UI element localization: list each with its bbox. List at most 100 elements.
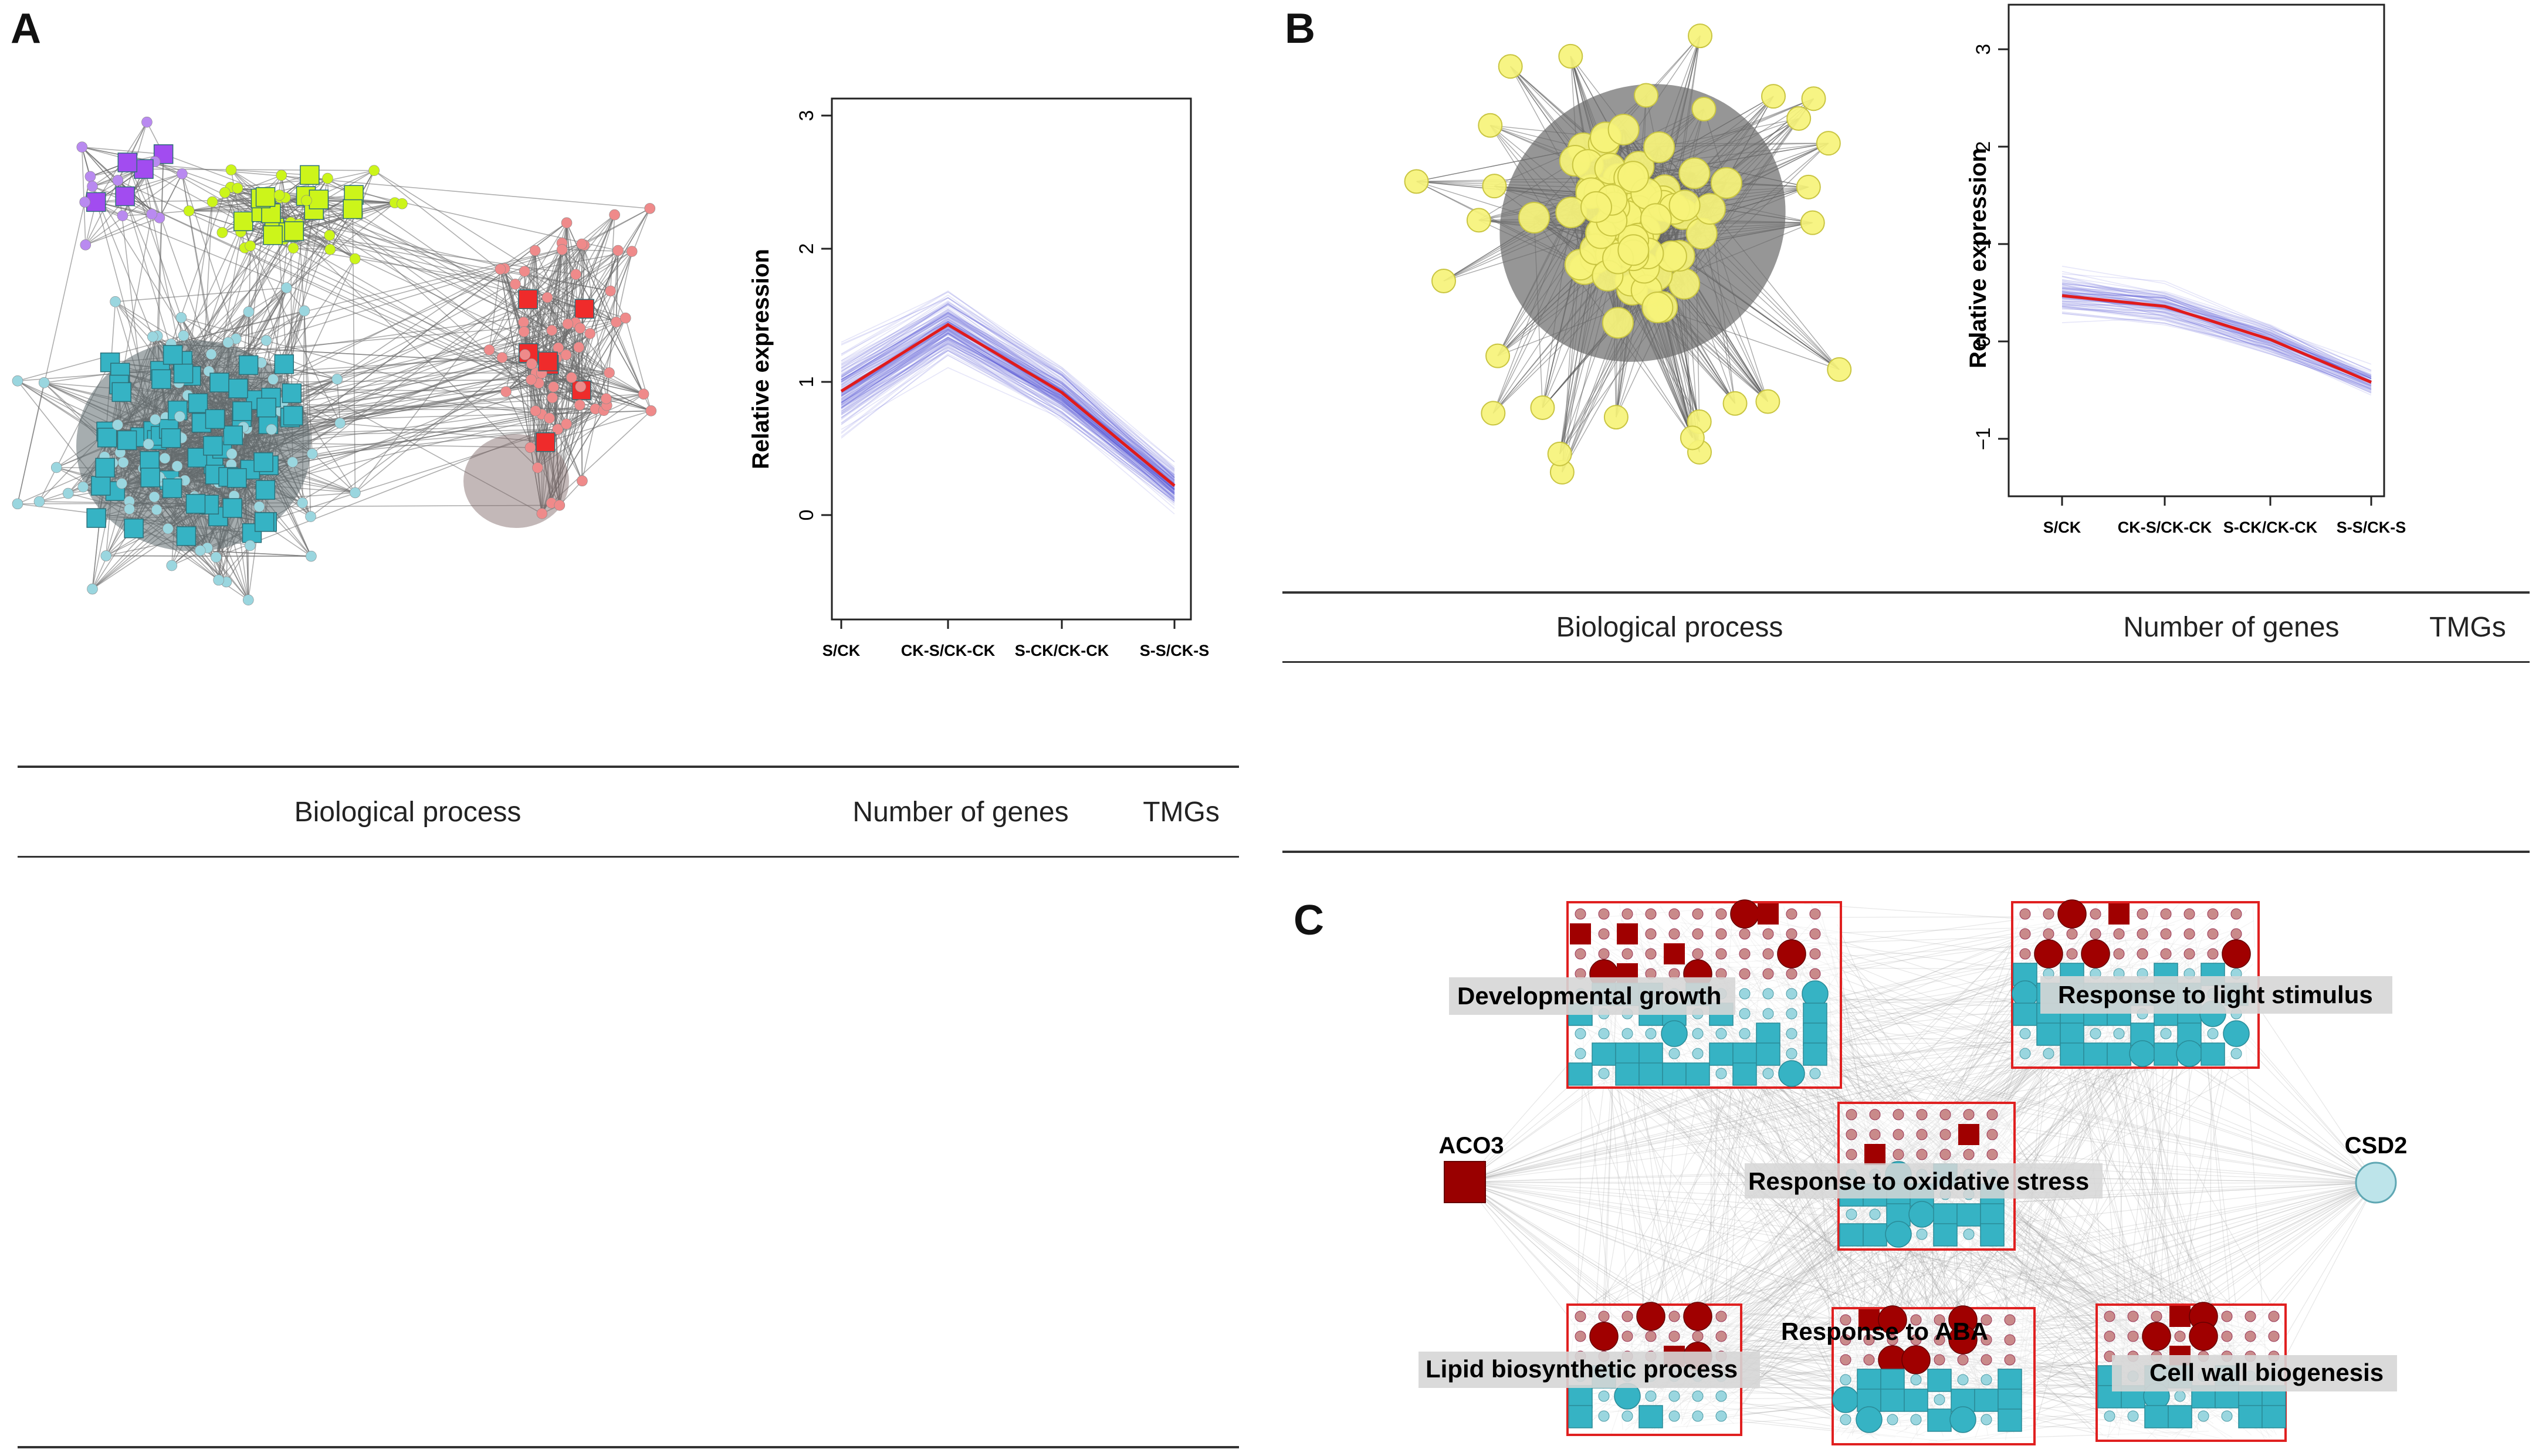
chart-a-profile <box>841 342 1175 494</box>
chart-b-profile <box>2061 302 2372 390</box>
chart-a-profile <box>841 337 1175 498</box>
table-a-cell-process <box>18 931 798 968</box>
chart-a-profile <box>841 343 1175 504</box>
chart-a-profile <box>841 291 1175 463</box>
table-a-row <box>18 895 1239 932</box>
table-a-cell-process <box>18 1373 798 1410</box>
chart-b-profile <box>2061 293 2372 378</box>
chart-a-profile <box>841 330 1175 501</box>
table-a-cell-genes <box>798 1225 1123 1262</box>
chart-b-profile <box>2061 275 2372 381</box>
table-a-cell-tmgs <box>1123 857 1239 895</box>
table-a-cell-genes <box>798 1299 1123 1336</box>
chart-a-profile <box>841 336 1175 491</box>
chart-b-profile <box>2061 298 2372 391</box>
table-a-row <box>18 1373 1239 1410</box>
chart-a-profile <box>841 329 1175 495</box>
table-a-cell-process <box>18 1005 798 1042</box>
chart-a-profile <box>841 338 1175 496</box>
table-a-row <box>18 1005 1239 1042</box>
chart-b-profile <box>2061 286 2372 382</box>
chart-b-profile <box>2061 288 2372 372</box>
chart-a-profile <box>841 303 1175 470</box>
chart-a-ylabel: Relative expression <box>748 249 774 469</box>
table-a-cell-process <box>18 1336 798 1373</box>
chart-b-profile <box>2061 291 2372 386</box>
chart-a-profile <box>841 332 1175 480</box>
chart-b-profile <box>2061 279 2372 380</box>
chart-b-ytick: −1 <box>1972 428 1995 451</box>
table-a-cell-tmgs <box>1123 1115 1239 1152</box>
chart-b-profile <box>2061 276 2372 375</box>
chart-a-profile <box>841 343 1175 491</box>
table-b-header-genes: Number of genes <box>2057 592 2406 663</box>
chart-b-profile <box>2061 306 2372 392</box>
table-a-cell-tmgs <box>1123 968 1239 1005</box>
module-label-light-stimulus: Response to light stimulus <box>2058 981 2373 1008</box>
chart-a-profile <box>841 322 1175 481</box>
chart-a-profile <box>841 350 1175 497</box>
chart-a-profile <box>841 347 1175 502</box>
table-a-row <box>18 857 1239 895</box>
aco3-label: ACO3 <box>1438 1133 1504 1159</box>
chart-b-ytick: 1 <box>1972 239 1995 250</box>
chart-a-profile <box>841 311 1175 482</box>
table-a-cell-genes <box>798 931 1123 968</box>
chart-b-profile <box>2061 293 2372 384</box>
table-a-cell-genes <box>798 1336 1123 1373</box>
table-a-cell-tmgs <box>1123 1152 1239 1189</box>
chart-a-profile <box>841 330 1175 490</box>
chart-a-profile <box>841 329 1175 488</box>
chart-b-profile <box>2061 283 2372 384</box>
chart-a-profile <box>841 313 1175 480</box>
chart-a-profile <box>841 330 1175 487</box>
chart-b-mean-line <box>2061 294 2372 384</box>
chart-a-profile <box>841 337 1175 490</box>
chart-a-profile <box>841 346 1175 500</box>
chart-a-profile <box>841 314 1175 476</box>
chart-a-profile <box>841 338 1175 491</box>
chart-a-ytick: 2 <box>795 243 818 255</box>
chart-a-profile <box>841 354 1175 495</box>
module-labels: Developmental growth Response to light s… <box>1419 976 2397 1391</box>
chart-a-profile <box>841 309 1175 475</box>
chart-a-profile <box>841 338 1175 491</box>
chart-a-profile <box>841 301 1175 478</box>
table-a-cell-tmgs <box>1123 1262 1239 1299</box>
table-a-cell-genes <box>798 1262 1123 1299</box>
chart-b-profile <box>2061 283 2372 378</box>
chart-a-profile <box>841 331 1175 497</box>
chart-a-profile <box>841 345 1175 493</box>
chart-a-ytick: 1 <box>795 377 818 388</box>
chart-b-profile <box>2061 300 2372 384</box>
table-b-cell-process <box>1282 738 2057 776</box>
chart-a-profile <box>841 331 1175 499</box>
chart-a-profile <box>841 291 1175 470</box>
csd2-label: CSD2 <box>2345 1133 2408 1159</box>
chart-a-profile <box>841 321 1175 482</box>
chart-a-profile <box>841 315 1175 487</box>
table-a-cell-process <box>18 1299 798 1336</box>
chart-a-profile <box>841 311 1175 477</box>
chart-a-xtick-3: S-S/CK-S <box>1140 642 1210 659</box>
chart-a-profile <box>841 302 1175 478</box>
chart-b-profile <box>2061 306 2372 388</box>
chart-b-profile <box>2061 265 2372 365</box>
chart-b-profile <box>2061 292 2372 384</box>
chart-b-profile-lines <box>2061 265 2372 396</box>
chart-a-profile <box>841 350 1175 494</box>
table-b-body <box>1282 662 2530 852</box>
table-a-cell-genes <box>798 1373 1123 1410</box>
table-b-cell-tmgs <box>2406 813 2530 852</box>
table-a-cell-genes <box>798 1188 1123 1225</box>
table-a-cell-genes <box>798 1005 1123 1042</box>
chart-a-profile <box>841 310 1175 472</box>
chart-a-xtick-0: S/CK <box>822 642 861 659</box>
chart-a-profile <box>841 300 1175 476</box>
chart-a-profile <box>841 329 1175 493</box>
chart-b-profile <box>2061 286 2372 375</box>
chart-a-profile <box>841 330 1175 499</box>
chart-b-profile <box>2061 276 2372 377</box>
chart-a-profile <box>841 312 1175 483</box>
chart-a-profile <box>841 313 1175 486</box>
